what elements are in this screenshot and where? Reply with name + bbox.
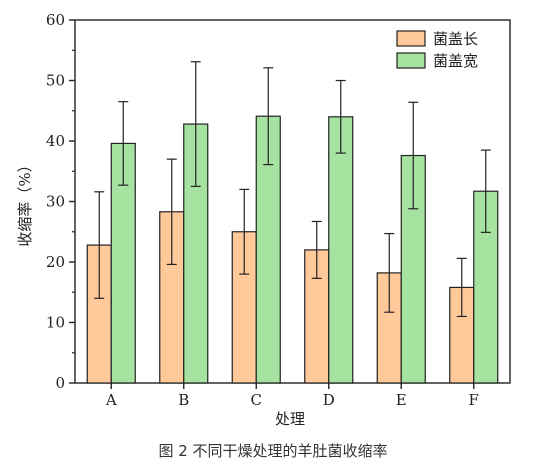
y-tick-label: 50 [46, 72, 65, 90]
y-tick-label: 40 [46, 132, 65, 150]
plot-border [74, 19, 511, 384]
x-tick-label: B [178, 391, 189, 409]
y-tick-label: 0 [55, 374, 65, 392]
x-axis-label: 处理 [275, 410, 305, 428]
y-tick-label: 60 [46, 11, 65, 29]
x-tick-label: E [396, 391, 407, 409]
x-tick-label: C [251, 391, 262, 409]
legend-label: 菌盖长 [433, 30, 478, 48]
error-bars-layer [94, 61, 491, 318]
bar [183, 123, 209, 384]
y-tick-label: 20 [46, 253, 65, 271]
bars-layer [86, 115, 499, 384]
axes-layer: 0 10 20 30 40 50 60 A B C D E F [46, 11, 479, 409]
legend-label: 菌盖宽 [433, 52, 478, 70]
legend-swatch [396, 52, 426, 69]
figure-caption: 图 2 不同干燥处理的羊肚菌收缩率 [158, 442, 388, 460]
plot-frame [74, 19, 511, 384]
x-tick-label: A [105, 391, 117, 409]
bar [231, 231, 257, 384]
y-tick-label: 10 [46, 314, 65, 332]
legend-swatch [396, 30, 426, 47]
bar [400, 154, 426, 384]
bar [328, 116, 354, 384]
y-axis-label: 收缩率（%） [16, 157, 34, 246]
x-tick-label: D [323, 391, 335, 409]
x-tick-label: F [469, 391, 479, 409]
y-tick-label: 30 [46, 193, 65, 211]
